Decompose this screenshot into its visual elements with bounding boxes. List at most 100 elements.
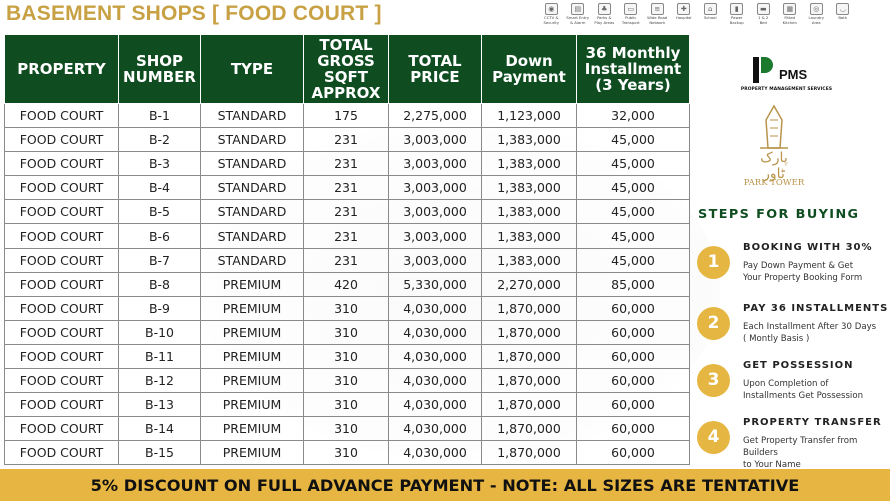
table-cell: STANDARD: [200, 175, 304, 201]
table-cell: 1,870,000: [481, 343, 577, 370]
pms-name: PMS: [779, 67, 808, 82]
table-cell: 85,000: [576, 271, 690, 297]
pms-logo-icon: [753, 57, 773, 83]
table-row: FOOD COURT B-6 STANDARD 231 3,003,000 1,383,0…: [4, 223, 690, 249]
table-cell: 310: [303, 295, 389, 321]
amenity-item: ▬ 1 & 2 Bed: [750, 3, 777, 25]
table-cell: 310: [303, 440, 389, 466]
table-cell: FOOD COURT: [4, 343, 119, 370]
table-cell: 1,383,000: [481, 151, 577, 177]
amenity-label: 1 & 2 Bed: [758, 15, 769, 25]
kitchen-icon: ▦: [783, 3, 797, 15]
table-cell: 45,000: [576, 223, 690, 249]
table-cell: B-5: [118, 199, 201, 225]
table-cell: FOOD COURT: [4, 368, 119, 394]
table-row: FOOD COURT B-11 PREMIUM 310 4,030,000 1,870,0…: [4, 343, 690, 370]
table-cell: 310: [303, 392, 389, 418]
table-row: FOOD COURT B-10 PREMIUM 310 4,030,000 1,870,0…: [4, 319, 690, 345]
table-cell: PREMIUM: [200, 343, 304, 370]
table-cell: B-9: [118, 295, 201, 321]
table-cell: B-6: [118, 223, 201, 249]
table-cell: 4,030,000: [388, 392, 482, 418]
table-cell: STANDARD: [200, 102, 304, 129]
amenity-label: Public Transport: [621, 15, 640, 25]
amenity-label: Parks & Play Areas: [594, 15, 615, 25]
table-cell: FOOD COURT: [4, 295, 119, 321]
table-cell: FOOD COURT: [4, 223, 119, 249]
table-cell: 1,383,000: [481, 199, 577, 225]
table-cell: 60,000: [576, 368, 690, 394]
table-cell: FOOD COURT: [4, 199, 119, 225]
table-cell: STANDARD: [200, 223, 304, 249]
step-description: Each Installment After 30 Days ( Montly …: [743, 322, 877, 344]
step-title: GET POSSESSION: [743, 360, 854, 371]
table-cell: 2,275,000: [388, 102, 482, 129]
table-cell: 4,030,000: [388, 416, 482, 442]
table-cell: 45,000: [576, 127, 690, 153]
table-cell: 32,000: [576, 102, 690, 129]
table-cell: 231: [303, 127, 389, 153]
table-cell: 45,000: [576, 247, 690, 273]
table-row: FOOD COURT B-13 PREMIUM 310 4,030,000 1,870,0…: [4, 392, 690, 418]
table-cell: STANDARD: [200, 127, 304, 153]
table-cell: 4,030,000: [388, 319, 482, 345]
table-cell: 60,000: [576, 319, 690, 345]
amenity-label: Smart Entry & Alarm: [566, 15, 590, 25]
table-cell: B-3: [118, 151, 201, 177]
table-cell: 3,003,000: [388, 199, 482, 225]
footer-text: 5% DISCOUNT ON FULL ADVANCE PAYMENT - NO…: [90, 476, 800, 495]
table-cell: 1,383,000: [481, 247, 577, 273]
table-cell: B-12: [118, 368, 201, 394]
table-cell: 1,383,000: [481, 175, 577, 201]
table-cell: 4,030,000: [388, 295, 482, 321]
table-cell: 1,870,000: [481, 319, 577, 345]
table-cell: 1,870,000: [481, 440, 577, 466]
table-cell: 310: [303, 416, 389, 442]
table-cell: PREMIUM: [200, 416, 304, 442]
table-cell: PREMIUM: [200, 319, 304, 345]
table-cell: B-4: [118, 175, 201, 201]
table-cell: FOOD COURT: [4, 416, 119, 442]
hospital-icon: ✚: [677, 3, 691, 15]
bath-icon: ◡: [836, 3, 850, 15]
laundry-icon: ◎: [809, 3, 823, 15]
page-title: BASEMENT SHOPS [ FOOD COURT ]: [6, 2, 382, 25]
bed-icon: ▬: [756, 3, 770, 15]
table-cell: 60,000: [576, 343, 690, 370]
table-cell: B-10: [118, 319, 201, 345]
table-row: FOOD COURT B-4 STANDARD 231 3,003,000 1,383,0…: [4, 175, 690, 201]
table-cell: 2,270,000: [481, 271, 577, 297]
park-tower-urdu: پارک ٹاور: [760, 150, 788, 182]
amenity-item: ◉ CCTV & Security: [538, 3, 565, 25]
power-icon: ▮: [730, 3, 744, 15]
table-cell: FOOD COURT: [4, 102, 119, 129]
amenities-bar: ◉ CCTV & Security ▤ Smart Entry & Alarm ♣ Par…: [538, 3, 856, 25]
table-cell: B-2: [118, 127, 201, 153]
column-header: TOTAL GROSS SQFT APPROX: [303, 34, 389, 104]
amenity-label: Wide Road Network: [647, 15, 668, 25]
table-cell: 5,330,000: [388, 271, 482, 297]
table-cell: FOOD COURT: [4, 127, 119, 153]
price-table: PROPERTY SHOP NUMBER TYPE TOTAL GROSS SQFT …: [4, 34, 690, 466]
table-cell: FOOD COURT: [4, 392, 119, 418]
table-cell: B-11: [118, 343, 201, 370]
table-cell: 420: [303, 271, 389, 297]
table-cell: FOOD COURT: [4, 175, 119, 201]
step-number-badge: 2: [697, 307, 730, 340]
step-number-badge: 3: [697, 364, 730, 397]
table-cell: 3,003,000: [388, 127, 482, 153]
table-row: FOOD COURT B-8 PREMIUM 420 5,330,000 2,270,00…: [4, 271, 690, 297]
table-cell: 4,030,000: [388, 368, 482, 394]
table-cell: STANDARD: [200, 151, 304, 177]
smart-entry-icon: ▤: [571, 3, 585, 15]
table-cell: 231: [303, 223, 389, 249]
table-cell: 1,383,000: [481, 127, 577, 153]
table-cell: FOOD COURT: [4, 319, 119, 345]
table-cell: 231: [303, 199, 389, 225]
table-cell: 231: [303, 175, 389, 201]
amenity-item: ⌂ School: [697, 3, 724, 25]
column-header: PROPERTY: [4, 34, 119, 104]
table-cell: 60,000: [576, 416, 690, 442]
table-row: FOOD COURT B-3 STANDARD 231 3,003,000 1,383,0…: [4, 151, 690, 177]
